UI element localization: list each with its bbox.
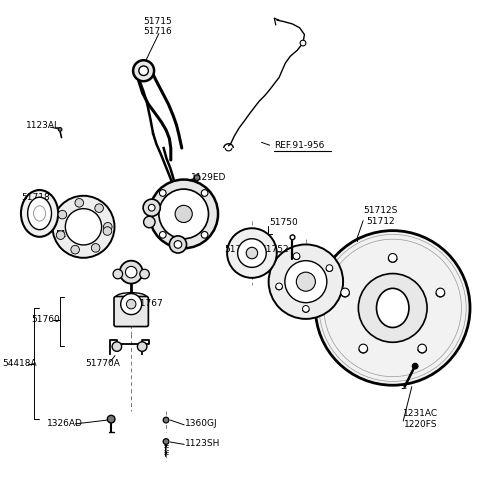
Circle shape (125, 266, 137, 278)
Circle shape (388, 254, 397, 262)
Text: 51720B: 51720B (55, 230, 90, 240)
Text: 51712S
51712: 51712S 51712 (363, 206, 397, 225)
Ellipse shape (21, 190, 58, 237)
Circle shape (238, 239, 266, 267)
FancyBboxPatch shape (114, 297, 148, 327)
Text: 51718: 51718 (22, 193, 50, 202)
Circle shape (159, 231, 166, 238)
Text: 51767: 51767 (134, 299, 163, 308)
Circle shape (201, 189, 208, 196)
Text: 54418A: 54418A (2, 359, 37, 368)
Circle shape (112, 342, 121, 351)
Circle shape (163, 417, 169, 423)
Circle shape (285, 261, 327, 303)
Circle shape (418, 344, 426, 353)
Circle shape (56, 231, 65, 240)
Circle shape (58, 210, 67, 219)
Circle shape (341, 288, 349, 297)
Circle shape (113, 269, 122, 279)
Circle shape (296, 272, 315, 291)
Circle shape (293, 253, 300, 260)
Circle shape (108, 415, 115, 423)
Circle shape (412, 363, 418, 369)
Circle shape (140, 269, 149, 279)
Circle shape (315, 231, 470, 385)
Text: 1123AL: 1123AL (26, 121, 60, 130)
Text: 51750: 51750 (270, 218, 299, 226)
Text: 51760: 51760 (31, 316, 60, 324)
Circle shape (359, 344, 368, 353)
Circle shape (319, 234, 466, 381)
Circle shape (159, 189, 166, 196)
Circle shape (148, 205, 155, 211)
Ellipse shape (28, 197, 51, 230)
Text: 51770A: 51770A (85, 359, 120, 368)
Circle shape (169, 236, 187, 253)
Circle shape (326, 265, 333, 271)
Circle shape (71, 245, 80, 254)
Circle shape (104, 223, 112, 231)
Circle shape (52, 196, 115, 258)
Text: 51715
51716: 51715 51716 (144, 17, 172, 36)
Circle shape (302, 305, 309, 312)
Circle shape (359, 274, 427, 342)
Circle shape (269, 244, 343, 319)
Text: 1231AC
1220FS: 1231AC 1220FS (403, 410, 438, 429)
Text: 1123SH: 1123SH (185, 439, 220, 449)
Circle shape (58, 128, 62, 131)
Ellipse shape (376, 288, 409, 327)
Circle shape (300, 40, 306, 46)
Circle shape (159, 189, 208, 239)
Circle shape (290, 235, 295, 240)
Circle shape (163, 439, 169, 445)
Circle shape (175, 206, 192, 223)
Circle shape (174, 241, 182, 248)
Circle shape (75, 199, 84, 207)
Text: REF.91-956: REF.91-956 (275, 141, 325, 150)
Text: 51752: 51752 (260, 245, 288, 254)
Circle shape (65, 208, 102, 245)
Circle shape (103, 227, 112, 235)
Circle shape (324, 239, 461, 376)
Circle shape (227, 228, 277, 278)
Circle shape (120, 261, 143, 283)
Circle shape (120, 294, 142, 315)
Circle shape (246, 247, 258, 259)
Circle shape (143, 199, 160, 216)
Circle shape (276, 283, 282, 290)
Text: 1129ED: 1129ED (192, 173, 227, 182)
Text: 51771: 51771 (225, 245, 253, 254)
Circle shape (201, 231, 208, 238)
Circle shape (91, 244, 100, 252)
Circle shape (149, 180, 218, 248)
Circle shape (144, 216, 155, 228)
Circle shape (194, 175, 200, 181)
Circle shape (436, 288, 444, 297)
Circle shape (137, 342, 147, 351)
Circle shape (126, 300, 136, 309)
Text: 1326AD: 1326AD (47, 419, 83, 429)
Circle shape (133, 60, 154, 81)
Circle shape (95, 204, 103, 212)
Circle shape (139, 66, 148, 75)
Text: 1360GJ: 1360GJ (185, 419, 218, 429)
